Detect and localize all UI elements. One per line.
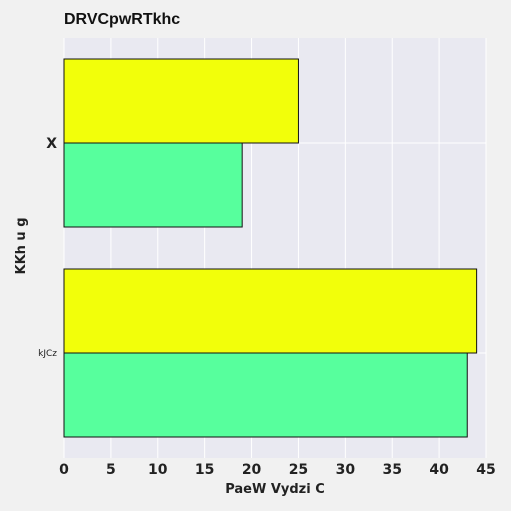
x-tick-label-25: 25 bbox=[289, 462, 308, 478]
y-axis-label: KKh u g bbox=[14, 217, 29, 274]
y-tick-label-X: X bbox=[46, 136, 57, 152]
bar-kJCz-series-1 bbox=[64, 353, 467, 437]
y-tick-label-kJCz: kJCz bbox=[38, 349, 57, 359]
x-tick-label-10: 10 bbox=[148, 462, 168, 478]
bar-kJCz-series-0 bbox=[64, 269, 477, 353]
x-tick-label-35: 35 bbox=[382, 462, 401, 478]
x-tick-labels: 0 5 10 15 20 25 30 35 40 45 bbox=[59, 462, 496, 478]
bar-X-series-1 bbox=[64, 143, 242, 227]
x-tick-label-15: 15 bbox=[195, 462, 214, 478]
bar-X-series-0 bbox=[64, 59, 298, 143]
x-tick-label-45: 45 bbox=[476, 462, 495, 478]
x-tick-label-30: 30 bbox=[336, 462, 356, 478]
x-tick-label-0: 0 bbox=[59, 462, 69, 478]
x-tick-label-40: 40 bbox=[429, 462, 449, 478]
x-axis-label: PaeW Vydzi C bbox=[225, 482, 325, 497]
x-tick-label-20: 20 bbox=[242, 462, 262, 478]
x-tick-label-5: 5 bbox=[106, 462, 116, 478]
